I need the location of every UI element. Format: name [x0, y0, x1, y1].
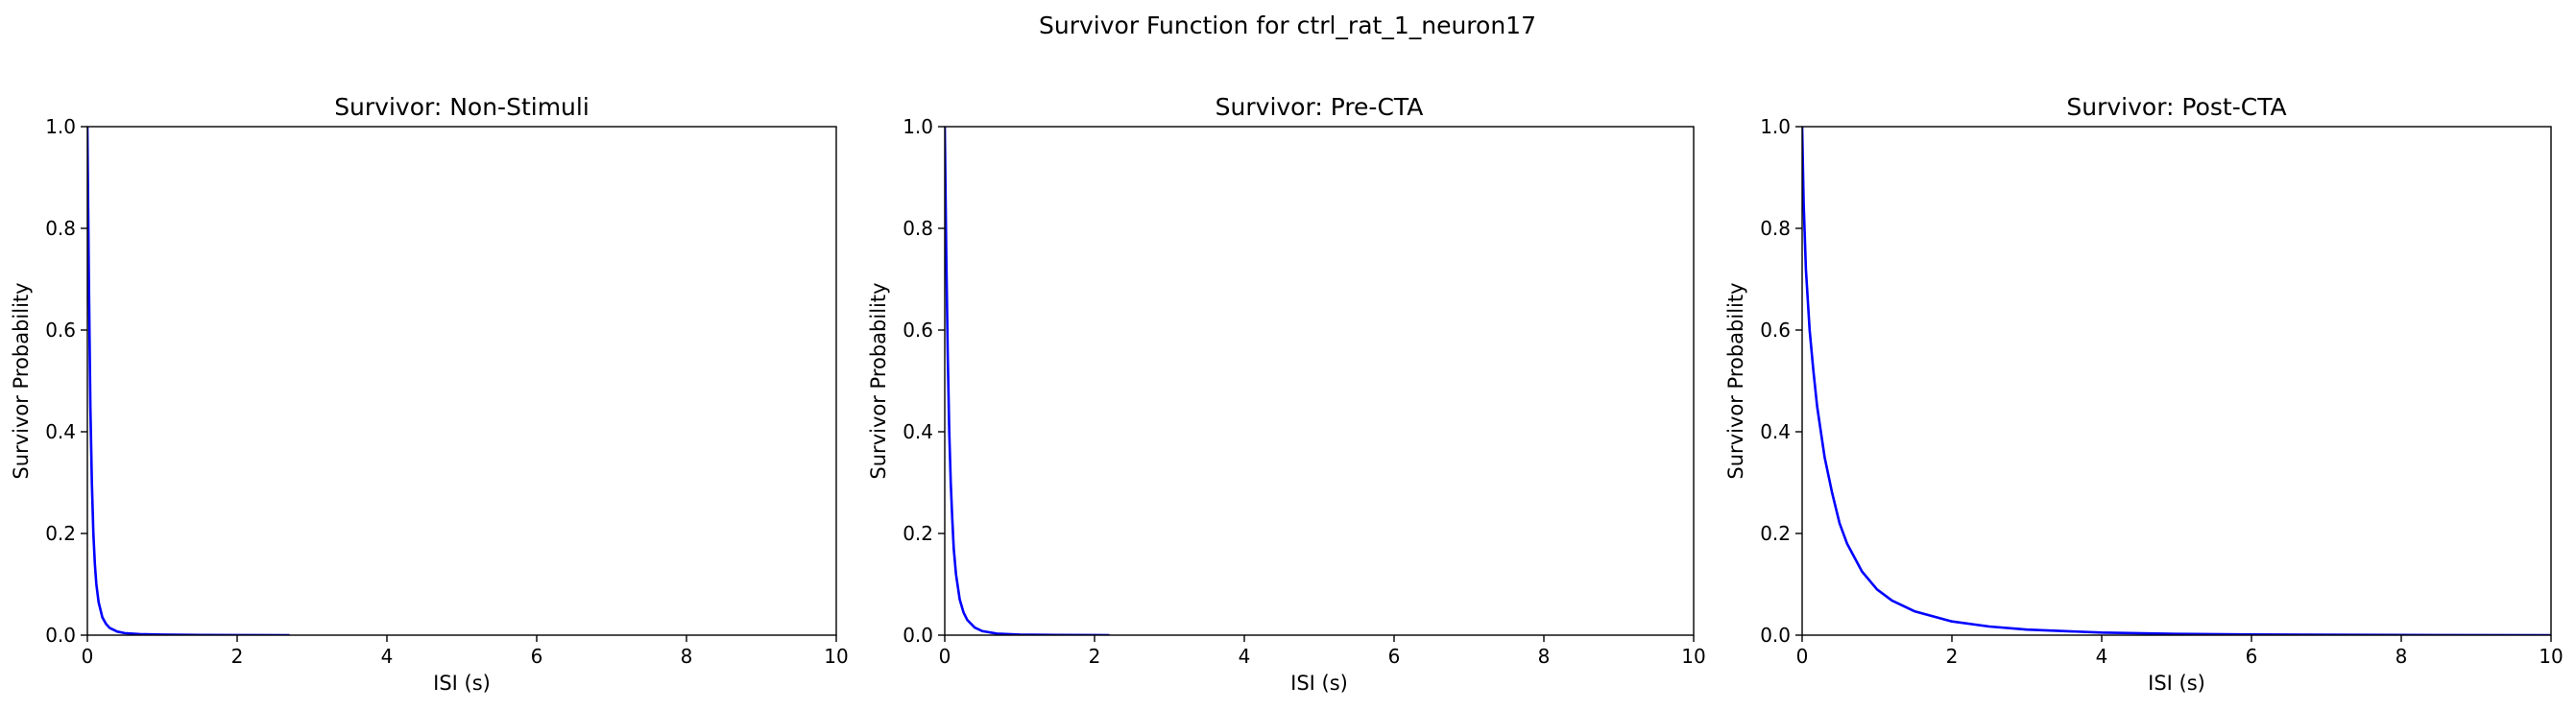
y-axis-label: Survivor Probability	[10, 282, 33, 479]
x-tick-label: 10	[2539, 645, 2563, 668]
series-line	[945, 126, 1110, 635]
subplot-post-cta: Survivor: Post-CTA 0 2 4 6 8 10 0.0 0.2 0.4 0.6 0.8…	[1724, 93, 2564, 695]
x-tick-label: 10	[824, 645, 848, 668]
y-tick-label: 0.6	[903, 319, 933, 342]
x-tick-label: 0	[82, 645, 94, 668]
subplot-title: Survivor: Non-Stimuli	[334, 93, 590, 121]
figure-title: Survivor Function for ctrl_rat_1_neuron1…	[1039, 12, 1536, 39]
y-tick-label: 0.0	[45, 624, 76, 647]
x-tick-label: 8	[681, 645, 693, 668]
subplot-pre-cta: Survivor: Pre-CTA 0 2 4 6 8 10 0.0 0.2 0.4 0.6 0.8 1…	[867, 93, 1706, 695]
y-tick-label: 0.2	[1760, 522, 1791, 545]
x-tick-label: 8	[2395, 645, 2408, 668]
subplot-title: Survivor: Pre-CTA	[1216, 93, 1424, 121]
x-tick-label: 2	[1946, 645, 1959, 668]
subplot-non-stimuli: Survivor: Non-Stimuli 0 2 4 6 8 10 0.0 0.2 0.4 0.6…	[10, 93, 849, 695]
y-tick-label: 0.8	[903, 217, 933, 240]
x-tick-label: 4	[2096, 645, 2108, 668]
subplot-title: Survivor: Post-CTA	[2066, 93, 2286, 121]
y-tick-label: 0.8	[1760, 217, 1791, 240]
x-tick-label: 10	[1681, 645, 1705, 668]
y-tick-label: 0.4	[903, 420, 933, 443]
x-axis-label: ISI (s)	[2148, 672, 2205, 695]
y-tick-label: 1.0	[903, 115, 933, 138]
y-tick-label: 1.0	[45, 115, 76, 138]
y-tick-label: 0.2	[45, 522, 76, 545]
y-tick-label: 0.6	[45, 319, 76, 342]
y-tick-label: 0.0	[1760, 624, 1791, 647]
axes-frame	[944, 126, 1695, 636]
y-axis-label: Survivor Probability	[1724, 282, 1747, 479]
x-axis-label: ISI (s)	[433, 672, 491, 695]
x-tick-label: 4	[1239, 645, 1251, 668]
y-tick-label: 0.4	[45, 420, 76, 443]
y-tick-label: 0.4	[1760, 420, 1791, 443]
x-tick-label: 2	[231, 645, 244, 668]
y-tick-label: 1.0	[1760, 115, 1791, 138]
y-tick-label: 0.0	[903, 624, 933, 647]
y-tick-label: 0.2	[903, 522, 933, 545]
y-tick-label: 0.8	[45, 217, 76, 240]
x-tick-label: 8	[1538, 645, 1551, 668]
series-line	[1802, 126, 2551, 635]
axes-frame	[1801, 126, 2552, 636]
x-tick-label: 6	[2246, 645, 2258, 668]
x-tick-label: 6	[1388, 645, 1401, 668]
x-tick-label: 6	[531, 645, 543, 668]
axes-frame	[86, 126, 837, 636]
y-tick-label: 0.6	[1760, 319, 1791, 342]
x-axis-label: ISI (s)	[1290, 672, 1348, 695]
x-tick-label: 2	[1089, 645, 1101, 668]
y-axis-label: Survivor Probability	[867, 282, 890, 479]
x-tick-label: 0	[939, 645, 951, 668]
x-tick-label: 0	[1796, 645, 1809, 668]
series-line	[87, 126, 290, 635]
x-tick-label: 4	[381, 645, 394, 668]
